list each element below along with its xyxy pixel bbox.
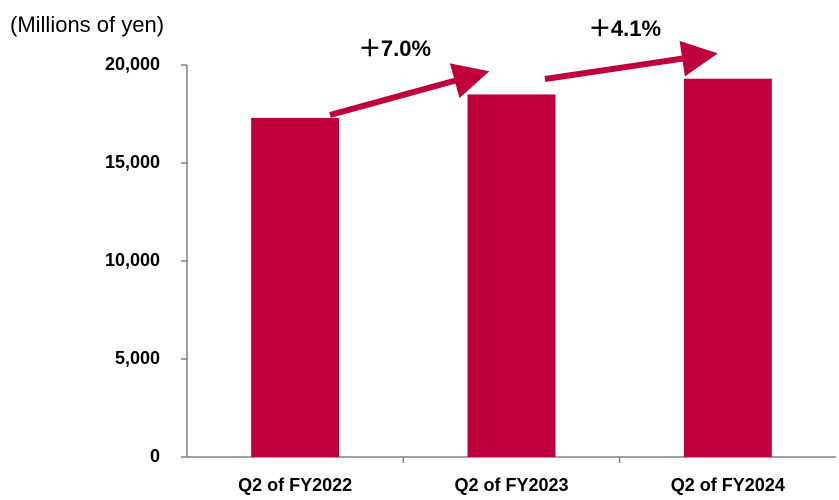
arrow (544, 40, 718, 82)
x-tick-label: Q2 of FY2024 (671, 475, 785, 495)
annotation: ＋7.0% (359, 36, 431, 61)
x-tick-label: Q2 of FY2023 (454, 475, 568, 495)
arrow (329, 63, 490, 118)
bar (251, 117, 340, 458)
x-tick-label: Q2 of FY2022 (238, 475, 352, 495)
y-tick-label: 20,000 (105, 54, 160, 74)
annotation: ＋4.1% (589, 16, 661, 41)
y-tick-label: 5,000 (115, 348, 160, 368)
y-tick-label: 15,000 (105, 152, 160, 172)
y-tick-label: 10,000 (105, 250, 160, 270)
y-tick-label: 0 (150, 446, 160, 466)
chart-title: (Millions of yen) (10, 12, 164, 37)
bar (467, 94, 556, 458)
bar (683, 78, 772, 457)
